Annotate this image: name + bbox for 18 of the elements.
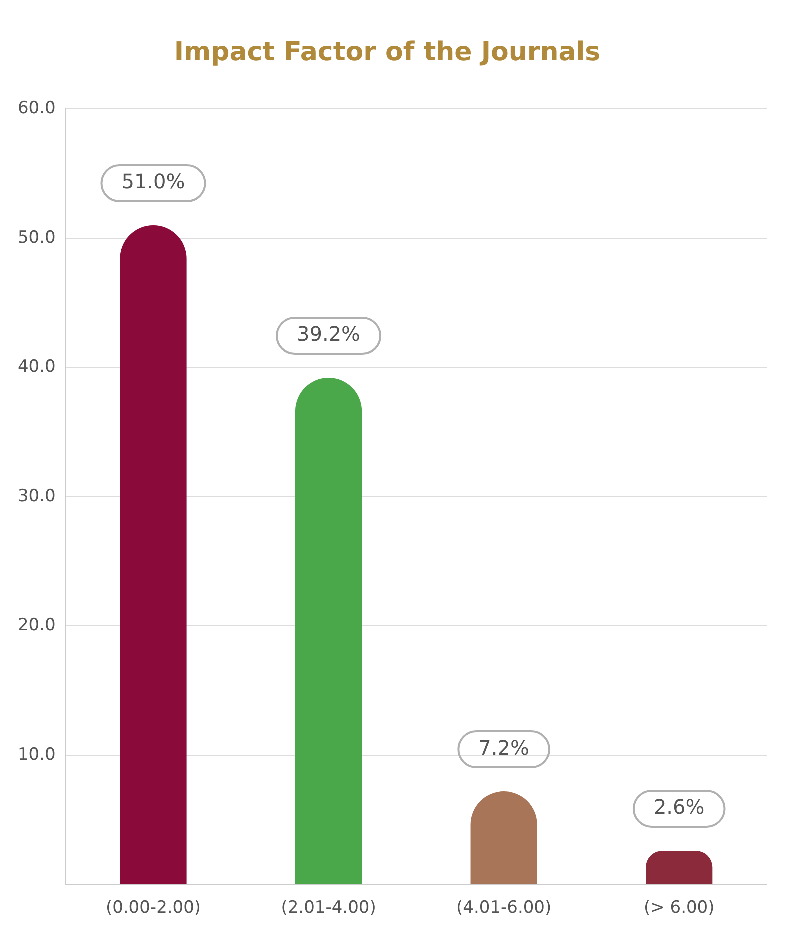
data-label: 51.0%	[122, 170, 186, 194]
y-tick-label: 40.0	[18, 357, 56, 378]
chart-title: Impact Factor of the Journals	[174, 37, 601, 68]
bar	[646, 851, 713, 884]
y-tick-label: 20.0	[18, 616, 56, 636]
y-tick-label: 50.0	[18, 228, 56, 248]
x-tick-label: (0.00-2.00)	[106, 898, 202, 918]
x-tick-label: (4.01-6.00)	[456, 898, 552, 918]
data-label: 39.2%	[297, 322, 361, 346]
y-tick-label: 10.0	[18, 744, 56, 765]
data-label: 7.2%	[478, 736, 530, 760]
bar	[120, 226, 187, 884]
bar	[295, 378, 362, 884]
y-tick-label: 60.0	[18, 98, 56, 119]
x-tick-label: (> 6.00)	[644, 898, 715, 918]
y-tick-label: 30.0	[18, 486, 56, 506]
data-label: 2.6%	[654, 795, 705, 820]
x-tick-label: (2.01-4.00)	[281, 898, 376, 918]
